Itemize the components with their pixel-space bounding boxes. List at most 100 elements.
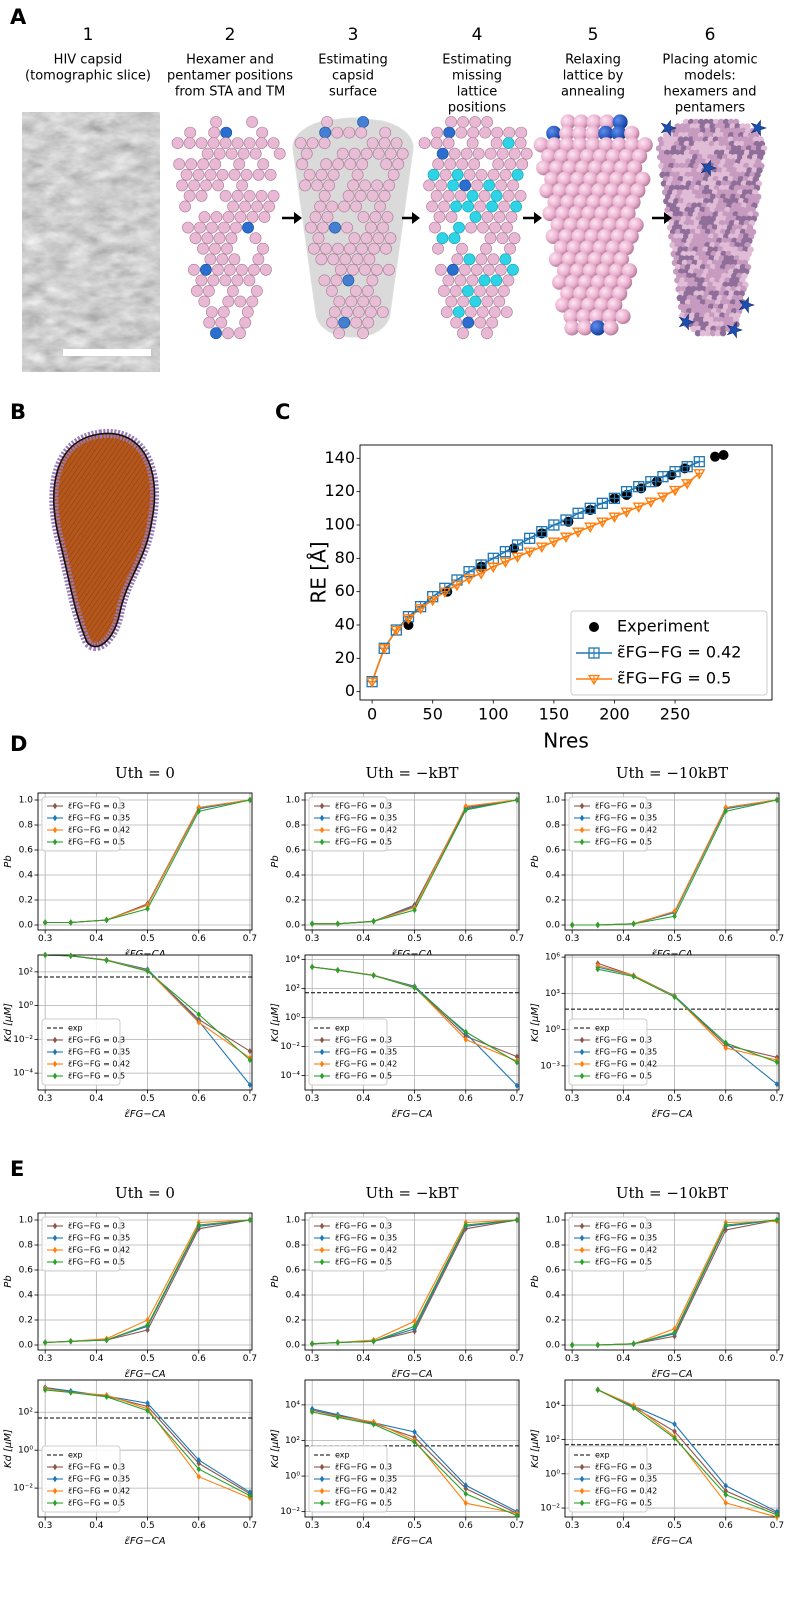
data-point bbox=[52, 1060, 58, 1068]
marker-diamond bbox=[104, 957, 109, 964]
lattice-position bbox=[489, 221, 501, 234]
y-axis-label: Kd [μM] bbox=[270, 1003, 281, 1042]
lattice-position bbox=[314, 200, 326, 213]
legend-box bbox=[41, 1445, 121, 1513]
lattice-position bbox=[553, 240, 569, 256]
x-tick-label: 250 bbox=[660, 705, 691, 724]
legend-label: ε̃FG−FG = 0.3 bbox=[68, 1221, 125, 1230]
marker-diamond bbox=[579, 814, 585, 822]
lattice-position bbox=[206, 221, 218, 234]
lattice-position bbox=[572, 125, 588, 141]
lattice-position bbox=[390, 137, 403, 149]
lattice-position bbox=[222, 327, 234, 340]
data-point bbox=[463, 806, 468, 814]
arrow-head bbox=[664, 212, 672, 224]
lattice-position bbox=[364, 306, 377, 318]
lattice-position bbox=[183, 137, 196, 149]
data-point bbox=[672, 1325, 677, 1332]
y-axis-label: Pb bbox=[530, 1275, 541, 1287]
data-point bbox=[487, 562, 500, 573]
lattice-position bbox=[617, 183, 633, 199]
marker-diamond bbox=[52, 802, 58, 810]
lattice-position bbox=[321, 116, 333, 128]
lattice-position bbox=[570, 171, 586, 187]
lattice-position bbox=[545, 228, 561, 244]
lattice-position bbox=[308, 242, 320, 255]
legend-label: ε̃FG−FG = 0.42 bbox=[335, 1059, 397, 1068]
lattice-position bbox=[438, 200, 450, 213]
y-tick-label: 0.0 bbox=[19, 921, 34, 931]
step-number: 6 bbox=[705, 25, 716, 45]
lattice-position bbox=[201, 232, 214, 245]
lattice-position bbox=[332, 158, 345, 171]
data-point bbox=[319, 814, 325, 822]
capsid-cross-section bbox=[49, 428, 160, 651]
y-tick-label: 10⁻⁴ bbox=[13, 1069, 33, 1079]
marker-diamond bbox=[672, 1325, 677, 1332]
lattice-position bbox=[318, 274, 331, 287]
data-point bbox=[579, 1036, 585, 1044]
lattice-position bbox=[475, 168, 488, 181]
legend: exp ε̃FG−FG = 0.3 ε̃FG−FG = 0.35 ε̃FG−FG = … bbox=[308, 1445, 397, 1513]
lattice-position bbox=[258, 211, 271, 223]
lattice-position bbox=[251, 200, 263, 213]
lattice-position bbox=[583, 171, 599, 187]
data-point bbox=[52, 1487, 58, 1495]
data-point bbox=[412, 906, 417, 914]
legend-label: ε̃FG−FG = 0.5 bbox=[335, 1257, 392, 1266]
x-axis-label: ε̃FG−CA bbox=[651, 1535, 692, 1547]
lattice-position bbox=[586, 286, 602, 302]
missing-position bbox=[483, 179, 495, 192]
lattice-position bbox=[575, 160, 591, 176]
chart: 0.3 0.4 0.5 0.6 0.7 10⁻⁴ 10⁻² 10⁰ 10² ε̃FG−CA Kd [… bbox=[3, 954, 257, 1120]
legend: exp ε̃FG−FG = 0.3 ε̃FG−FG = 0.35 ε̃FG−FG = … bbox=[41, 1445, 130, 1513]
data-point bbox=[438, 587, 451, 598]
data-point bbox=[710, 451, 721, 462]
y-tick-label: 1.0 bbox=[286, 1216, 301, 1226]
marker-diamond bbox=[672, 913, 677, 920]
chart: 0.3 0.4 0.5 0.6 0.7 0.0 0.2 0.4 0.6 0.8 1.0 Uth = −… bbox=[270, 1184, 524, 1380]
lattice-position bbox=[429, 221, 441, 234]
lattice-position bbox=[550, 217, 566, 233]
lattice-position bbox=[380, 242, 392, 255]
lattice-position bbox=[197, 242, 209, 255]
lattice-position bbox=[454, 274, 467, 287]
missing-position bbox=[436, 232, 449, 245]
lattice-position bbox=[231, 189, 244, 202]
data-point bbox=[412, 1428, 417, 1436]
y-axis-label: Kd [μM] bbox=[530, 1003, 541, 1042]
lattice-position bbox=[617, 274, 633, 290]
plot-frame bbox=[304, 792, 520, 931]
marker-diamond bbox=[319, 1060, 325, 1068]
marker-diamond bbox=[579, 1487, 585, 1495]
data-point bbox=[523, 532, 536, 544]
marker-plus bbox=[657, 471, 668, 482]
lattice-position bbox=[225, 147, 238, 160]
data-point bbox=[723, 1487, 728, 1495]
lattice-position bbox=[346, 263, 359, 276]
data-point bbox=[645, 476, 657, 488]
lattice-position bbox=[493, 295, 506, 308]
data-point bbox=[247, 1489, 253, 1496]
lattice-position bbox=[325, 285, 338, 297]
marker-diamond bbox=[631, 973, 636, 980]
lattice-position bbox=[492, 158, 505, 171]
data-point bbox=[588, 647, 600, 659]
lattice-position bbox=[336, 147, 349, 160]
legend-label: ε̃FG−FG = 0.35 bbox=[335, 1047, 397, 1056]
data-point bbox=[651, 476, 662, 487]
x-tick-label: 0.3 bbox=[305, 1521, 319, 1531]
data-point bbox=[52, 1036, 58, 1044]
marker-diamond bbox=[309, 920, 315, 927]
lattice-position bbox=[210, 211, 223, 223]
lattice-position bbox=[246, 116, 258, 128]
data-point bbox=[52, 802, 58, 810]
plot-frame bbox=[564, 1379, 780, 1518]
marker-diamond bbox=[145, 1326, 150, 1334]
lattice-position bbox=[596, 171, 612, 187]
data-point bbox=[319, 1048, 325, 1056]
data-point bbox=[571, 527, 585, 538]
marker-diamond bbox=[463, 806, 468, 814]
data-point bbox=[589, 622, 599, 632]
lattice-position bbox=[464, 306, 477, 318]
